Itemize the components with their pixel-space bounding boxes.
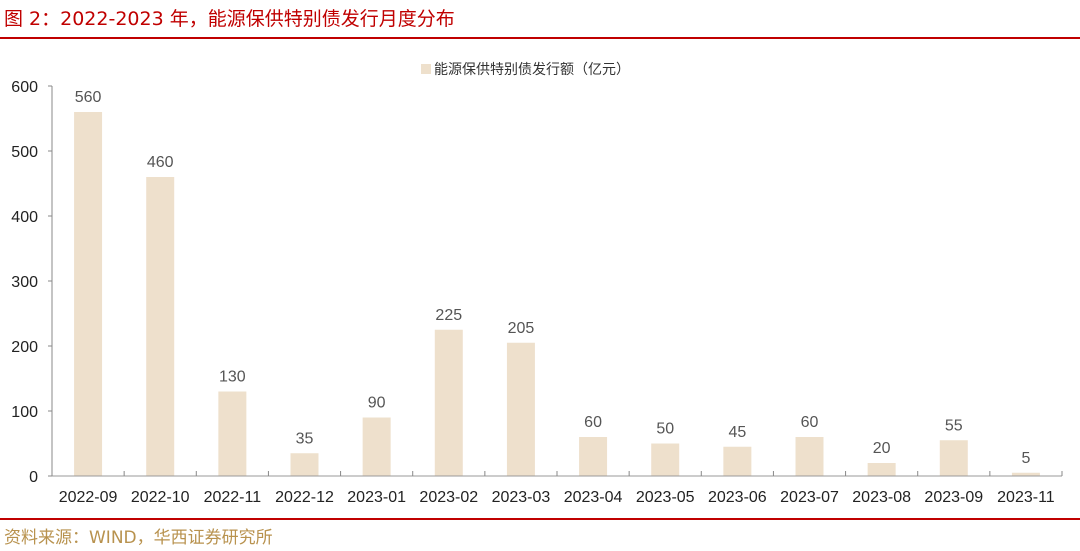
bar (723, 446, 752, 476)
bar-value-label: 205 (508, 320, 535, 337)
bar (218, 391, 247, 476)
bar-value-label: 560 (75, 89, 102, 106)
bar (362, 417, 391, 476)
bar-chart: 01002003004005006005602022-094602022-101… (11, 79, 1063, 506)
y-tick-label: 300 (11, 274, 38, 291)
bar-value-label: 5 (1021, 450, 1030, 467)
x-tick-label: 2023-04 (564, 489, 623, 506)
x-tick-label: 2023-11 (997, 489, 1055, 506)
bar-value-label: 60 (584, 414, 602, 431)
y-tick-label: 500 (11, 144, 38, 161)
x-tick-label: 2023-08 (852, 489, 911, 506)
y-tick-label: 600 (11, 79, 38, 96)
bar-value-label: 35 (296, 430, 314, 447)
bar (651, 443, 680, 476)
bar-value-label: 130 (219, 369, 246, 386)
x-tick-label: 2023-05 (636, 489, 695, 506)
source-note: 资料来源：WIND，华西证券研究所 (4, 528, 273, 548)
x-tick-label: 2022-11 (204, 489, 262, 506)
y-tick-label: 0 (29, 469, 38, 486)
bar-value-label: 55 (945, 417, 963, 434)
bottom-divider (0, 518, 1080, 520)
legend-label: 能源保供特别债发行额（亿元） (434, 62, 630, 78)
x-tick-label: 2023-02 (419, 489, 478, 506)
x-tick-label: 2023-01 (347, 489, 406, 506)
x-tick-label: 2022-10 (131, 489, 190, 506)
bar (1011, 472, 1040, 476)
x-tick-label: 2022-12 (275, 489, 334, 506)
x-tick-label: 2023-09 (924, 489, 983, 506)
bar (146, 177, 175, 476)
bar-value-label: 50 (656, 421, 674, 438)
x-tick-label: 2022-09 (59, 489, 118, 506)
bar (434, 329, 463, 476)
bar-value-label: 460 (147, 154, 174, 171)
y-tick-label: 400 (11, 209, 38, 226)
y-tick-label: 100 (11, 404, 38, 421)
bar-value-label: 90 (368, 395, 386, 412)
bar (795, 437, 824, 476)
bar (939, 440, 968, 476)
x-tick-label: 2023-06 (708, 489, 767, 506)
bar (290, 453, 319, 476)
bar-value-label: 60 (801, 414, 819, 431)
bar (506, 342, 535, 476)
legend-swatch (421, 64, 431, 74)
figure-title: 图 2：2022-2023 年，能源保供特别债发行月度分布 (4, 8, 455, 30)
bar-value-label: 225 (435, 307, 462, 324)
x-tick-label: 2023-07 (780, 489, 839, 506)
chart-legend: 能源保供特别债发行额（亿元） (421, 59, 630, 79)
y-tick-label: 200 (11, 339, 38, 356)
bar (579, 437, 608, 476)
bar (867, 463, 896, 476)
x-tick-label: 2023-03 (492, 489, 551, 506)
top-divider (0, 37, 1080, 39)
bar (74, 112, 103, 476)
bar-value-label: 20 (873, 440, 891, 457)
bar-value-label: 45 (728, 424, 746, 441)
